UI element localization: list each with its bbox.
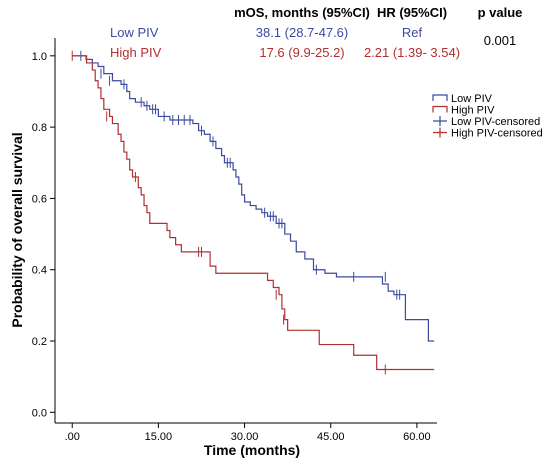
legend-swatch-high-piv [432,105,448,113]
stat-header-hr: HR (95%CI) [377,5,447,20]
y-axis: 0.0 0.2 0.4 0.6 0.8 1.0 [32,38,56,423]
legend-label-high-piv-censored: High PIV-censored [451,128,543,140]
y-tick-label: 0.2 [32,336,47,348]
series-group [71,50,435,375]
legend-label-low-piv: Low PIV [451,93,493,105]
stat-row-high-hr: 2.21 (1.39- 3.54) [364,45,460,60]
series-line-low-piv [72,55,435,342]
legend-label-high-piv: High PIV [451,105,495,117]
stat-row-low-group: Low PIV [110,25,159,40]
x-tick-label: 45.00 [317,431,345,443]
stat-row-low-mos: 38.1 (28.7-47.6) [256,25,349,40]
y-tick-label: 0.4 [32,265,47,277]
legend-swatch-low-piv-censored [433,116,447,126]
y-tick-label: 0.6 [32,193,47,205]
x-axis: .00 15.00 30.00 45.00 60.00 [55,422,437,443]
y-tick-label: 0.0 [32,407,47,419]
stat-p-value: 0.001 [484,33,517,48]
x-tick-label: .00 [65,431,80,443]
legend-swatch-low-piv [432,94,448,101]
stat-header-p: p value [478,5,523,20]
y-tick-label: 0.8 [32,122,47,134]
x-axis-title: Time (months) [204,442,300,458]
x-tick-label: 60.00 [403,431,431,443]
y-tick-label: 1.0 [32,51,47,63]
stat-row-high-mos: 17.6 (9.9-25.2) [259,45,344,60]
y-axis-title: Probability of overall survival [9,132,25,327]
stat-row-low-hr: Ref [402,25,423,40]
stat-header-mos: mOS, months (95%CI) [234,5,370,20]
x-tick-label: 15.00 [145,431,173,443]
legend-swatch-high-piv-censored [433,127,447,138]
legend-label-low-piv-censored: Low PIV-censored [451,116,540,128]
series-line-high-piv [72,55,435,371]
x-tick-label: 30.00 [231,431,259,443]
stat-row-high-group: High PIV [110,45,162,60]
